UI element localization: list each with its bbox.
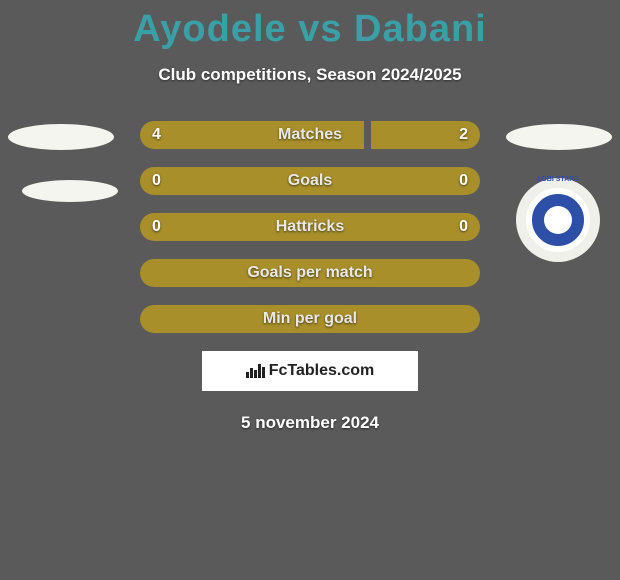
stat-value-right: 0 [459,172,468,190]
stat-value-right: 0 [459,218,468,236]
stat-row: Goals0 0 [140,167,480,195]
stat-label: Min per goal [140,310,480,328]
stat-value-left: 0 [152,218,161,236]
chart-icon [246,364,265,378]
page-subtitle: Club competitions, Season 2024/2025 [0,65,620,85]
watermark-text: FcTables.com [269,362,375,380]
date-label: 5 november 2024 [0,413,620,433]
stat-label: Hattricks [140,218,480,236]
page-title: Ayodele vs Dabani [0,0,620,51]
stat-row: Goals per match [140,259,480,287]
stat-value-left: 4 [152,126,161,144]
stat-row: Min per goal [140,305,480,333]
stat-label: Matches [140,126,480,144]
watermark: FcTables.com [202,351,418,391]
stat-label: Goals [140,172,480,190]
stats-section: Matches42Goals00Hattricks00Goals per mat… [0,121,620,433]
stat-row: Hattricks0 0 [140,213,480,241]
stat-value-left: 0 [152,172,161,190]
stat-label: Goals per match [140,264,480,282]
stats-bars: Matches42Goals00Hattricks00Goals per mat… [140,121,480,333]
stat-row: Matches4 2 [140,121,480,149]
stat-value-right: 2 [459,126,468,144]
